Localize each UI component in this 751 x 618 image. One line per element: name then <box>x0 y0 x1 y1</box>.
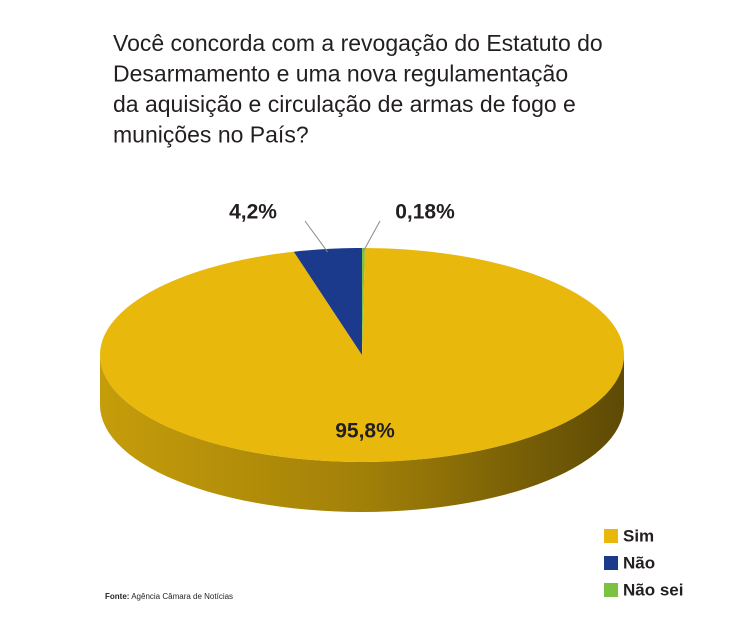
source: Fonte: Agência Câmara de Notícias <box>105 592 233 601</box>
title-line: munições no País? <box>113 122 309 148</box>
slice-side-shade <box>100 355 624 512</box>
leader-line <box>304 220 328 253</box>
legend-swatch <box>604 583 618 597</box>
legend-label: Não <box>623 553 655 572</box>
legend: Sim Não Não sei <box>604 526 683 599</box>
title: Você concorda com a revogação do Estatut… <box>113 30 603 148</box>
source-text: Agência Câmara de Notícias <box>131 592 233 601</box>
title-line: Você concorda com a revogação do Estatut… <box>113 30 603 56</box>
value-label: 95,8% <box>335 420 395 443</box>
title-line: da aquisição e circulação de armas de fo… <box>113 91 576 117</box>
title-line: Desarmamento e uma nova regulamentação <box>113 61 568 87</box>
source-label: Fonte: <box>105 592 129 601</box>
value-label: 0,18% <box>395 201 455 224</box>
slice <box>293 248 362 355</box>
legend-swatch <box>604 529 618 543</box>
slice <box>362 248 365 355</box>
value-label: 4,2% <box>229 201 277 224</box>
slice <box>100 248 624 462</box>
legend-label: Não sei <box>623 580 683 599</box>
pie: 0,18% 95,8% 4,2% <box>100 201 624 512</box>
legend-label: Sim <box>623 526 654 545</box>
leader-line <box>363 220 381 252</box>
legend-swatch <box>604 556 618 570</box>
